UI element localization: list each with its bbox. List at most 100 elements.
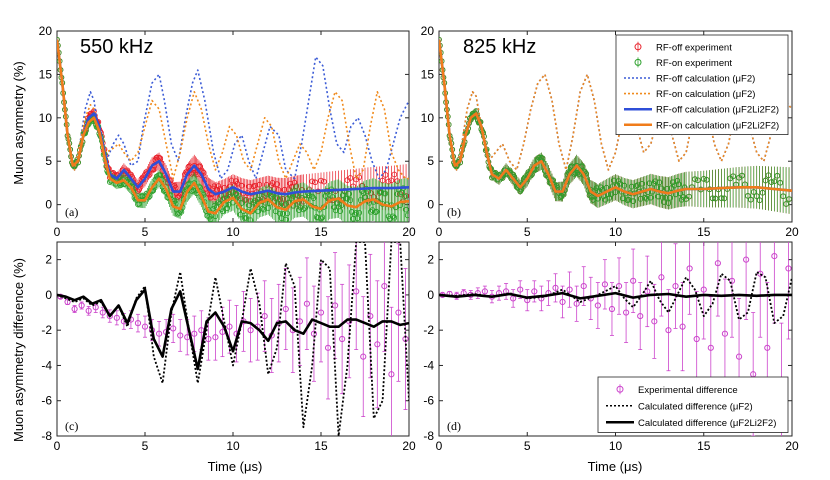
rf-on-experiment-point — [340, 192, 346, 199]
experimental-difference-point — [700, 286, 707, 293]
experimental-difference-point — [360, 353, 367, 360]
rf-on-experiment-point — [780, 193, 787, 200]
rf-on-experiment-point — [709, 195, 716, 202]
rf-on-experiment-point — [346, 191, 352, 197]
experimental-difference-point — [78, 302, 85, 309]
rf-on-experiment-point — [686, 193, 692, 200]
x-tick-label: 0 — [54, 439, 61, 453]
experimental-difference-point — [134, 320, 142, 327]
y-tick-label: -4 — [423, 358, 434, 372]
rf-on-experiment-point — [768, 179, 775, 185]
series-line-rf-off-calculation-f2li2f2- — [57, 39, 409, 196]
rf-on-experiment-point — [750, 189, 757, 195]
x-tick-label: 5 — [524, 439, 531, 453]
experimental-difference-point — [559, 298, 566, 306]
rf-on-experiment-point — [390, 213, 396, 220]
experimental-difference-point — [665, 327, 672, 334]
rf-on-experiment-point — [700, 176, 707, 182]
rf-on-experiment-point — [642, 194, 648, 201]
rf-on-experiment-point — [759, 189, 766, 196]
rf-on-experiment-point — [265, 205, 272, 211]
ylabel-bottom: Muon asymmetry difference (%) — [11, 258, 26, 442]
experimental-difference-point — [92, 304, 99, 311]
experimental-difference-point — [658, 274, 665, 281]
panel-tag-c: (c) — [65, 419, 78, 433]
rf-on-experiment-point — [300, 206, 307, 213]
y-tick-label: -8 — [423, 429, 434, 443]
rf-off-experiment-point — [318, 177, 324, 184]
x-tick-label: 15 — [697, 439, 711, 453]
experimental-difference-point — [637, 312, 644, 320]
experimental-difference-point — [367, 312, 374, 320]
rf-on-experiment-point — [282, 216, 289, 222]
experimental-difference-point — [735, 353, 743, 360]
rf-on-experiment-point — [354, 215, 361, 222]
y-tick-label: 20 — [39, 24, 53, 38]
rf-on-experiment-point — [310, 195, 317, 201]
rf-on-experiment-point — [674, 177, 681, 184]
experimental-difference-point — [573, 300, 580, 307]
legend-marker — [634, 58, 642, 66]
legend-label: RF-on experiment — [656, 58, 732, 69]
panel-d: 0 5 10 15 20 -8 -6 -4 -2 0 2 — [423, 241, 799, 453]
rf-off-experiment-point — [274, 181, 280, 187]
legend-label: RF-off calculation (μF2Li2F2) — [656, 105, 779, 116]
experimental-difference-point — [282, 305, 289, 313]
rf-on-experiment-point — [718, 195, 725, 201]
experimental-difference-point — [630, 277, 637, 284]
legend-top: RF-off experiment RF-on experiment RF-off … — [615, 34, 789, 135]
rf-on-experiment-point — [362, 194, 368, 200]
experimental-difference-point — [608, 305, 616, 313]
rf-on-experiment-point — [712, 195, 719, 202]
x-tick-label: 15 — [697, 225, 711, 239]
legend-label: RF-off calculation (μF2) — [656, 74, 755, 85]
rf-on-experiment-point — [612, 189, 619, 196]
experimental-difference-point — [388, 371, 395, 378]
x-tick-label: 20 — [402, 439, 416, 453]
rf-on-experiment-point — [774, 172, 781, 179]
panel-c: 0 5 10 15 20 -8 -6 -4 -2 0 2 — [41, 241, 416, 453]
rf-on-experiment-point — [334, 200, 340, 206]
rf-on-experiment-point — [777, 179, 784, 186]
series-line-rf-on-calculation-f2- — [439, 39, 792, 171]
rf-on-experiment-point — [703, 176, 710, 183]
experimental-difference-point — [686, 265, 693, 272]
legend-label: RF-on calculation (μF2Li2F2) — [656, 120, 779, 131]
experimental-difference-point — [757, 270, 764, 277]
series-line-calculated-difference-f2li2f2- — [57, 288, 409, 371]
rf-on-experiment-point — [621, 182, 628, 189]
x-tick-label: 0 — [54, 225, 61, 239]
panel-b: 0 5 10 15 20 0 5 10 15 20 — [421, 24, 799, 239]
y-tick-label: 15 — [421, 67, 435, 81]
experimental-difference-point — [743, 256, 750, 263]
x-tick-label: 0 — [436, 225, 443, 239]
experimental-difference-point — [141, 323, 149, 330]
ylabel-top: Muon asymmetry (%) — [11, 61, 26, 185]
rf-on-experiment-point — [606, 194, 613, 201]
y-tick-label: 10 — [421, 111, 435, 125]
experimental-difference-point — [353, 288, 360, 295]
y-tick-label: -4 — [41, 358, 52, 372]
rf-on-experiment-point — [608, 191, 614, 198]
rf-on-experiment-point — [272, 208, 279, 215]
x-tick-label: 10 — [609, 439, 623, 453]
rf-on-experiment-point — [234, 194, 241, 201]
experimental-difference-point — [651, 318, 658, 325]
rf-off-experiment-point — [238, 182, 245, 189]
experimental-difference-point — [679, 323, 686, 330]
legend-label: RF-off experiment — [656, 42, 732, 53]
experimental-difference-point — [331, 302, 339, 309]
experimental-difference-point — [64, 298, 71, 306]
rf-on-experiment-point — [319, 214, 326, 221]
y-tick-label: 10 — [39, 111, 53, 125]
rf-on-experiment-point — [745, 193, 751, 199]
legend-label: Calculated difference (μF2Li2F2) — [638, 418, 776, 429]
experimental-difference-point — [99, 309, 106, 316]
y-tick-label: 0 — [427, 198, 434, 212]
rf-on-experiment-point — [274, 195, 280, 201]
y-tick-label: 15 — [39, 67, 53, 81]
rf-on-experiment-point — [382, 190, 389, 197]
x-tick-label: 20 — [402, 225, 416, 239]
y-tick-label: 20 — [421, 24, 435, 38]
rf-on-experiment-point — [692, 176, 698, 183]
